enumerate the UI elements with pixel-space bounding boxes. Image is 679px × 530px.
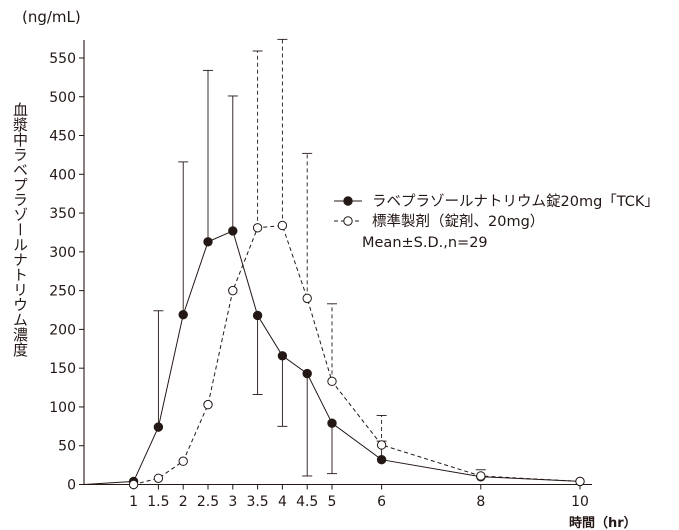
x-tick-label: 6 — [377, 494, 386, 510]
tck-data-point — [203, 237, 213, 247]
x-tick-label: 1.5 — [147, 494, 169, 510]
y-unit-label: (ng/mL) — [22, 8, 81, 26]
legend-marker-tck — [343, 196, 353, 206]
reference-data-point — [327, 376, 337, 387]
legend-label-reference: 標準製剤（錠剤、20mg） — [372, 213, 544, 230]
x-tick-label: 3 — [228, 494, 237, 510]
y-axis-title: 血漿中ラベプラゾールナトリウム濃度 — [11, 102, 29, 357]
y-tick-label: 300 — [49, 245, 76, 261]
x-tick-label: 4 — [278, 494, 287, 510]
data-points — [128, 220, 585, 490]
x-tick-label: 5 — [328, 494, 337, 510]
x-tick-label: 4.5 — [296, 494, 318, 510]
reference-data-point — [302, 293, 312, 304]
chart-axes — [79, 40, 592, 490]
y-tick-label: 250 — [49, 284, 76, 300]
reference-data-point — [203, 399, 213, 410]
reference-data-point — [228, 285, 238, 296]
y-tick-label: 0 — [67, 478, 76, 494]
reference-data-point — [575, 476, 585, 487]
reference-data-point — [476, 471, 486, 481]
tck-data-point — [153, 422, 164, 432]
tck-data-point — [376, 454, 387, 465]
tick-labels: 0 50 100 150 200 250 300 350 400 450 500 550 1 1.5 2 2.… — [49, 51, 589, 510]
tck-data-point — [302, 368, 312, 379]
tck-data-point — [252, 310, 263, 321]
tck-data-point — [178, 309, 188, 320]
y-tick-label: 200 — [49, 322, 76, 338]
tck-data-point — [277, 351, 288, 361]
y-tick-label: 450 — [49, 129, 76, 145]
reference-data-point — [153, 473, 164, 483]
y-tick-label: 50 — [58, 439, 76, 455]
error-bars — [153, 38, 486, 477]
legend: ラベプラゾールナトリウム錠20mg「TCK」 標準製剤（錠剤、20mg） Mea… — [334, 193, 659, 251]
reference-data-point — [128, 479, 139, 490]
reference-data-point — [252, 223, 263, 233]
x-tick-label: 3.5 — [246, 494, 268, 510]
reference-data-point — [277, 220, 288, 231]
x-tick-label: 2 — [179, 494, 188, 510]
x-tick-label: 10 — [571, 494, 589, 510]
x-tick-label: 2.5 — [197, 494, 219, 510]
y-tick-label: 500 — [49, 90, 76, 106]
y-tick-label: 100 — [49, 400, 76, 416]
tck-data-point — [228, 226, 238, 236]
reference-data-point — [376, 440, 387, 450]
y-tick-label: 550 — [49, 51, 76, 67]
x-axis-title: 時間（hr） — [569, 515, 637, 530]
y-tick-label: 350 — [49, 206, 76, 222]
legend-label-tck: ラベプラゾールナトリウム錠20mg「TCK」 — [372, 193, 659, 210]
y-tick-label: 400 — [49, 167, 76, 183]
legend-marker-reference — [343, 216, 353, 226]
legend-annotation: Mean±S.D.,n=29 — [362, 235, 488, 251]
x-tick-label: 8 — [476, 494, 485, 510]
x-tick-label: 1 — [129, 494, 138, 510]
reference-data-point — [178, 456, 188, 466]
tck-data-point — [327, 418, 337, 428]
y-tick-label: 150 — [49, 361, 76, 377]
